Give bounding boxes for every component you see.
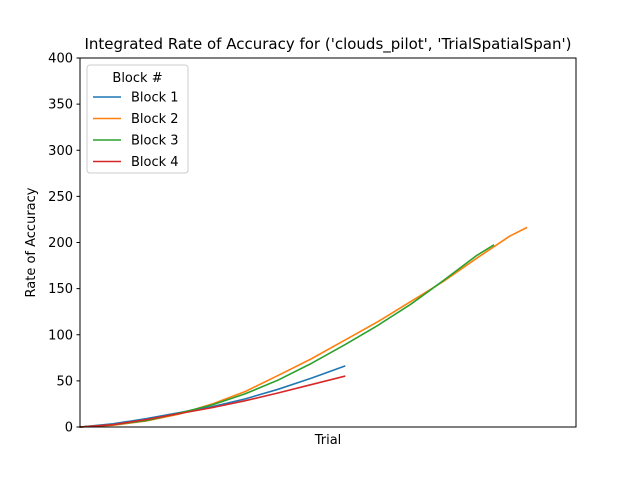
legend-label: Block 3 — [131, 134, 179, 149]
legend-label: Block 4 — [131, 155, 179, 170]
y-tick-label: 400 — [48, 52, 73, 67]
legend-items: Block 1 Block 2 Block 3 Block 4 — [93, 91, 179, 170]
x-axis-label: Trial — [314, 433, 342, 448]
plot-lines — [79, 226, 528, 428]
series-line-block-4 — [79, 375, 346, 428]
legend: Block # Block 1 Block 2 Block 3 Block 4 — [86, 64, 189, 174]
chart-title: Integrated Rate of Accuracy for ('clouds… — [85, 35, 572, 54]
y-tick-label: 150 — [48, 282, 73, 297]
legend-title: Block # — [112, 71, 162, 86]
y-axis-label: Rate of Accuracy — [24, 187, 39, 297]
legend-label: Block 1 — [131, 91, 179, 106]
y-tick-label: 100 — [48, 328, 73, 343]
y-tick-label: 350 — [48, 98, 73, 113]
y-axis-ticks: 0 50 100 150 200 250 300 350 400 — [48, 52, 80, 436]
plot-frame — [79, 57, 577, 428]
legend-label: Block 2 — [131, 112, 179, 127]
series-line-block-1 — [79, 365, 346, 428]
y-tick-label: 250 — [48, 190, 73, 205]
y-tick-label: 200 — [48, 236, 73, 251]
y-tick-label: 50 — [56, 374, 73, 389]
legend-box — [86, 64, 189, 174]
y-tick-label: 0 — [65, 421, 73, 436]
y-tick-label: 300 — [48, 144, 73, 159]
